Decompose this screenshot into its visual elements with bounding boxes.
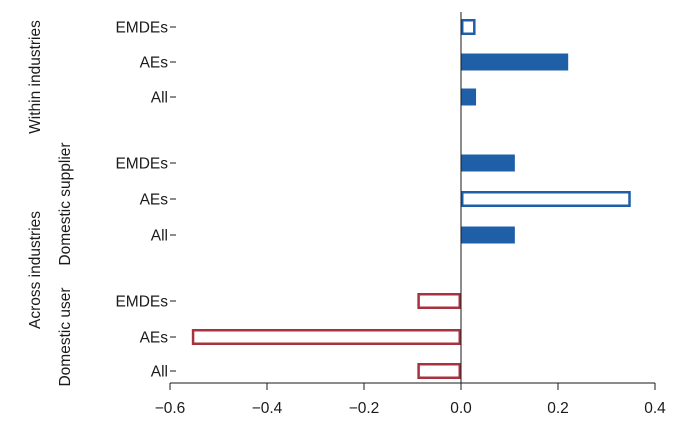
category-label-domestic-user-all: All (151, 364, 168, 381)
group-label-within-industries: Within industries (27, 20, 44, 134)
subgroup-label-domestic-user: Domestic user (57, 287, 74, 386)
category-label-domestic-supplier-aes: AEs (140, 192, 169, 209)
category-label-domestic-user-aes: AEs (140, 330, 169, 347)
category-label-domestic-supplier-emdes: EMDEs (115, 156, 168, 173)
category-label-within-industries-emdes: EMDEs (115, 20, 168, 37)
x-tick-label: 0.4 (644, 400, 666, 417)
x-tick-label: −0.2 (349, 400, 380, 417)
bar-within-industries-aes (460, 53, 569, 71)
category-label-within-industries-all: All (151, 90, 168, 107)
bar-within-industries-emdes (461, 19, 476, 35)
bar-domestic-supplier-emdes (460, 154, 515, 172)
subgroup-label-domestic-supplier: Domestic supplier (57, 142, 74, 265)
x-tick-label: 0.2 (547, 400, 569, 417)
category-label-domestic-supplier-all: All (151, 228, 168, 245)
x-tick-label: −0.4 (252, 400, 283, 417)
bar-domestic-user-emdes (417, 293, 462, 309)
category-label-within-industries-aes: AEs (140, 55, 169, 72)
x-tick-label: −0.6 (155, 400, 186, 417)
bar-domestic-user-aes (191, 329, 461, 345)
x-tick-label: 0.0 (450, 400, 472, 417)
bar-domestic-supplier-aes (461, 191, 631, 207)
bar-domestic-user-all (417, 363, 462, 379)
group-label-across-industries: Across industries (27, 211, 44, 329)
bar-domestic-supplier-all (460, 226, 515, 244)
bar-within-industries-all (460, 88, 477, 106)
category-label-domestic-user-emdes: EMDEs (115, 294, 168, 311)
